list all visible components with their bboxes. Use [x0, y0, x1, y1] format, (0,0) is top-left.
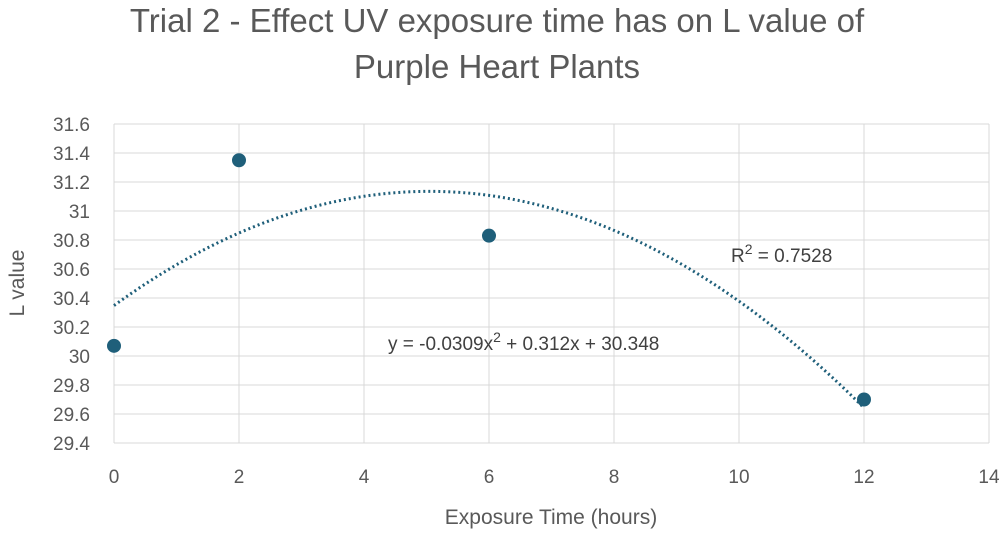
y-tick-label: 31.6: [53, 115, 90, 136]
x-tick-label: 14: [978, 467, 1000, 488]
trendline-group: [113, 189, 866, 409]
y-tick-label: 31.2: [53, 173, 90, 194]
y-tick-label: 30: [69, 347, 90, 368]
x-axis-label: Exposure Time (hours): [445, 506, 657, 529]
data-point: [232, 153, 246, 168]
y-tick-label: 30.8: [53, 231, 90, 252]
y-axis-label: L value: [6, 250, 29, 317]
y-tick-label: 30.6: [53, 260, 90, 281]
data-point: [482, 228, 496, 243]
y-tick-label: 29.4: [53, 434, 90, 455]
y-tick-label: 30.4: [53, 289, 90, 310]
y-tick-label: 31: [69, 202, 90, 223]
chart-title-line-1: Trial 2 - Effect UV exposure time has on…: [130, 2, 865, 39]
y-tick-label: 30.2: [53, 318, 90, 339]
data-points: [107, 153, 871, 407]
y-tick-label: 31.4: [53, 144, 90, 165]
x-axis-ticks: 0 2 4 6 8 10 12 14: [109, 467, 1000, 488]
x-tick-label: 2: [234, 467, 245, 488]
x-tick-label: 10: [728, 467, 749, 488]
y-axis-ticks: 29.4 29.6 29.8 30 30.2 30.4 30.6 30.8 31 31.2 31.4…: [53, 115, 90, 455]
x-tick-label: 8: [609, 467, 620, 488]
x-tick-label: 4: [359, 467, 370, 488]
x-tick-label: 0: [109, 467, 120, 488]
trendline-equation: y = -0.0309x2 + 0.312x + 30.348: [388, 329, 659, 355]
polynomial-trendline: [113, 189, 866, 409]
r-squared-label: R2 = 0.7528: [731, 241, 832, 267]
x-tick-label: 12: [853, 467, 874, 488]
data-point: [107, 338, 121, 353]
y-tick-label: 29.6: [53, 405, 90, 426]
chart-title-line-2: Purple Heart Plants: [354, 48, 640, 85]
data-point: [857, 392, 871, 407]
y-tick-label: 29.8: [53, 376, 90, 397]
gridlines: [113, 123, 990, 444]
x-tick-label: 6: [484, 467, 495, 488]
